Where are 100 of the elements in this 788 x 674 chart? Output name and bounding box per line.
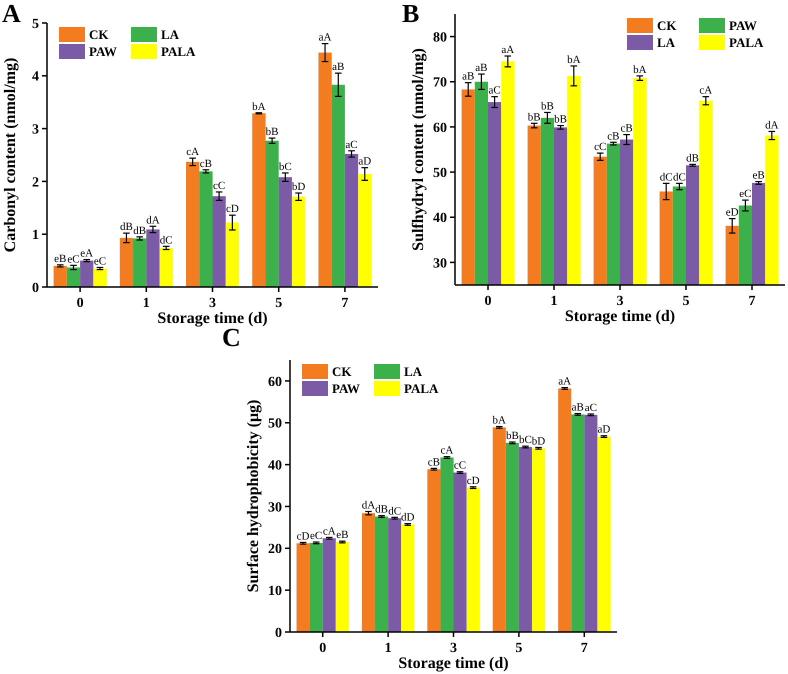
bar: [226, 222, 239, 287]
bar: [518, 447, 532, 632]
y-tick-label: 50: [268, 416, 282, 432]
x-tick-label: 0: [319, 641, 326, 656]
data-label: aD: [598, 424, 610, 436]
y-tick-label: 70: [433, 76, 447, 91]
bar: [80, 260, 94, 287]
y-axis-title: Sulfhydryl content (nmol/mg): [410, 48, 427, 251]
legend-label: PALA: [404, 381, 440, 396]
data-label: cD: [466, 474, 480, 487]
data-label: eD: [726, 206, 739, 219]
data-label: cA: [322, 525, 336, 538]
x-tick-label: 7: [580, 641, 588, 656]
bar: [93, 268, 107, 287]
data-label: dB: [120, 221, 133, 234]
legend-label: PAW: [729, 18, 757, 33]
legend-label: LA: [657, 35, 676, 50]
data-label: dA: [362, 499, 376, 512]
bar: [133, 238, 146, 287]
data-label: bC: [519, 434, 532, 446]
data-label: bD: [292, 181, 306, 194]
data-label: aB: [462, 70, 474, 83]
data-label: bD: [532, 435, 546, 448]
data-label: aB: [332, 61, 344, 74]
data-label: bA: [633, 64, 647, 76]
y-tick-label: 50: [433, 166, 447, 181]
data-label: aA: [318, 32, 332, 44]
data-label: eB: [336, 529, 348, 542]
data-label: aB: [475, 62, 488, 74]
bar: [440, 458, 454, 632]
bar: [466, 488, 480, 632]
legend-label: CK: [89, 27, 110, 42]
bar: [186, 162, 200, 287]
y-tick-label: 40: [433, 211, 447, 226]
data-label: cB: [428, 456, 440, 468]
data-label: dC: [160, 234, 173, 246]
legend-label: PAW: [332, 381, 360, 396]
legend-label: PALA: [729, 35, 764, 50]
data-label: bC: [278, 160, 292, 173]
bar: [454, 472, 467, 632]
legend-label: PALA: [161, 44, 196, 59]
data-label: aA: [558, 376, 572, 388]
data-label: bA: [252, 100, 266, 113]
data-label: aC: [488, 84, 501, 97]
x-tick-label: 1: [384, 641, 392, 656]
bar: [332, 84, 345, 287]
y-tick-label: 60: [433, 120, 447, 136]
x-tick-label: 1: [142, 296, 150, 311]
bar: [375, 516, 388, 632]
data-label: bB: [266, 126, 278, 138]
bar: [212, 196, 226, 287]
legend-label: LA: [404, 364, 423, 379]
bar: [362, 513, 376, 632]
y-tick-label: 3: [32, 122, 39, 138]
bar: [265, 140, 279, 287]
x-tick-label: 0: [76, 296, 84, 311]
legend-label: PAW: [89, 44, 117, 59]
data-label: bB: [506, 430, 519, 442]
y-tick-label: 10: [268, 584, 282, 600]
data-label: cC: [454, 460, 466, 472]
bar: [558, 388, 572, 632]
x-tick-label: 0: [484, 294, 492, 309]
x-tick-label: 7: [748, 294, 756, 309]
data-label: cB: [607, 130, 620, 142]
bar: [492, 427, 506, 632]
x-tick-label: 3: [450, 641, 457, 656]
bar: [388, 518, 402, 632]
bar: [506, 442, 519, 632]
chart-title: A: [2, 0, 21, 28]
data-label: cC: [213, 180, 226, 192]
data-label: cD: [226, 203, 239, 216]
data-label: eC: [67, 253, 80, 266]
x-tick-label: 3: [209, 296, 216, 311]
bar: [427, 469, 440, 632]
y-tick-label: 20: [268, 542, 282, 558]
bar: [66, 267, 80, 287]
x-tick-label: 7: [341, 296, 348, 311]
legend-label: CK: [332, 364, 352, 379]
data-label: dB: [133, 224, 146, 237]
y-tick-label: 4: [32, 70, 39, 85]
bar: [310, 542, 323, 632]
data-label: dC: [388, 505, 402, 518]
bar: [344, 154, 358, 287]
y-tick-label: 40: [268, 458, 282, 474]
y-tick-label: 30: [268, 500, 282, 516]
data-label: aB: [572, 402, 584, 414]
data-label: aC: [584, 402, 597, 414]
data-label: bA: [567, 54, 581, 66]
data-label: cB: [200, 158, 212, 170]
data-label: dD: [400, 512, 414, 524]
y-tick-label: 0: [275, 626, 282, 641]
x-tick-label: 3: [616, 294, 624, 309]
bar: [296, 543, 310, 632]
data-label: eC: [739, 188, 752, 200]
data-label: dC: [672, 171, 686, 184]
y-tick-label: 5: [32, 16, 39, 32]
bar: [292, 196, 306, 287]
bar: [146, 229, 160, 287]
bar: [532, 448, 546, 632]
data-label: cC: [594, 141, 606, 154]
